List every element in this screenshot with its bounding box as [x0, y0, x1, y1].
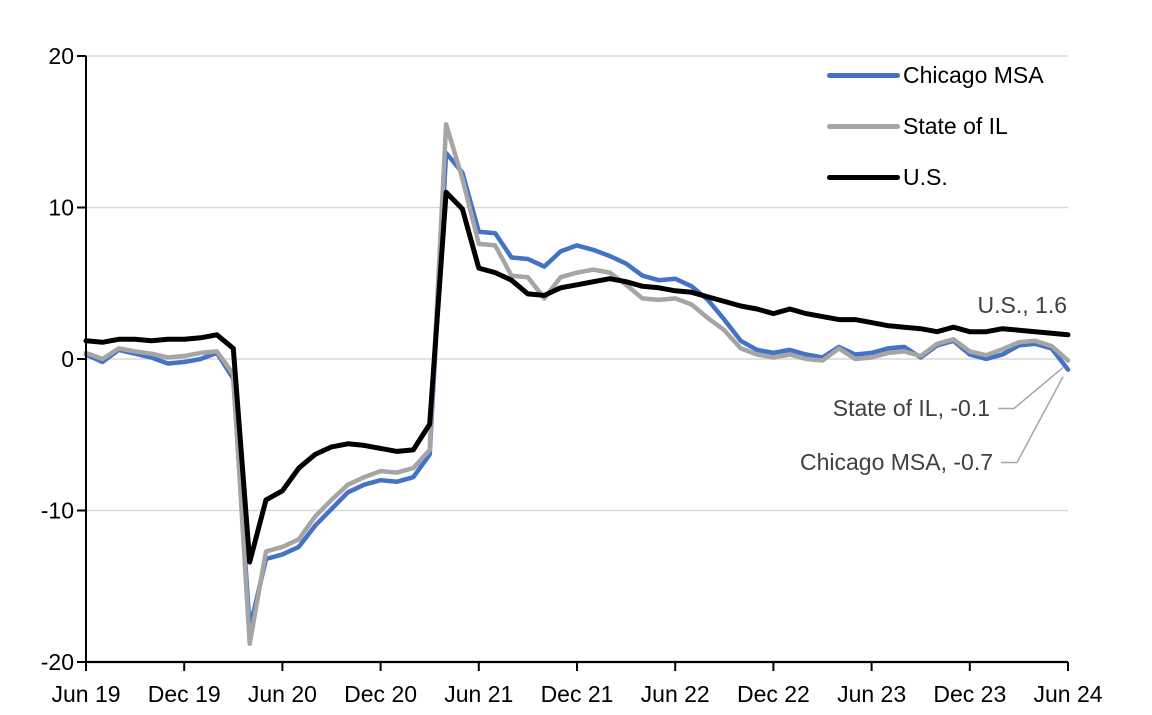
x-axis-tick-label: Dec 19	[148, 681, 221, 707]
y-axis-tick-label: 0	[61, 346, 74, 372]
annotation-chicago-msa-value: Chicago MSA, -0.7	[799, 449, 993, 475]
legend-label: Chicago MSA	[903, 62, 1044, 88]
y-axis-tick-label: -10	[41, 498, 74, 524]
x-axis-tick-label: Jun 23	[837, 681, 906, 707]
legend-label: U.S.	[903, 164, 948, 190]
chicago-msa-line-swatch	[827, 73, 900, 78]
annotation-state-of-il-value: State of IL, -0.1	[832, 395, 990, 421]
series-line-state-of-il	[83, 121, 1071, 647]
x-axis-tick-label: Dec 23	[933, 681, 1006, 707]
legend-label: State of IL	[903, 113, 1008, 139]
leader-line-chicago-msa	[1001, 376, 1064, 464]
x-axis-tick-label: Jun 20	[248, 681, 317, 707]
x-axis-tick-label: Dec 22	[737, 681, 810, 707]
series-line-u-s-	[83, 189, 1071, 565]
y-axis-tick-label: -20	[41, 649, 74, 675]
x-axis-tick-label: Dec 20	[344, 681, 417, 707]
x-axis-tick-label: Dec 21	[541, 681, 614, 707]
state-of-il-line-swatch	[827, 124, 900, 129]
us-line-swatch	[827, 175, 900, 180]
x-axis-tick-label: Jun 24	[1033, 681, 1102, 707]
legend: Chicago MSA State of IL U.S.	[827, 50, 1044, 203]
legend-item-chicago-msa: Chicago MSA	[827, 50, 1044, 101]
annotation-us-value: U.S., 1.6	[977, 292, 1067, 318]
x-axis-tick-label: Jun 22	[641, 681, 710, 707]
y-axis-tick-label: 10	[48, 195, 74, 221]
x-axis-tick-label: Jun 19	[51, 681, 120, 707]
y-axis-tick-label: 20	[48, 43, 74, 69]
leader-line-state-of-il	[998, 366, 1064, 410]
legend-item-us: U.S.	[827, 152, 1044, 203]
legend-item-state-of-il: State of IL	[827, 101, 1044, 152]
x-axis-tick-label: Jun 21	[444, 681, 513, 707]
